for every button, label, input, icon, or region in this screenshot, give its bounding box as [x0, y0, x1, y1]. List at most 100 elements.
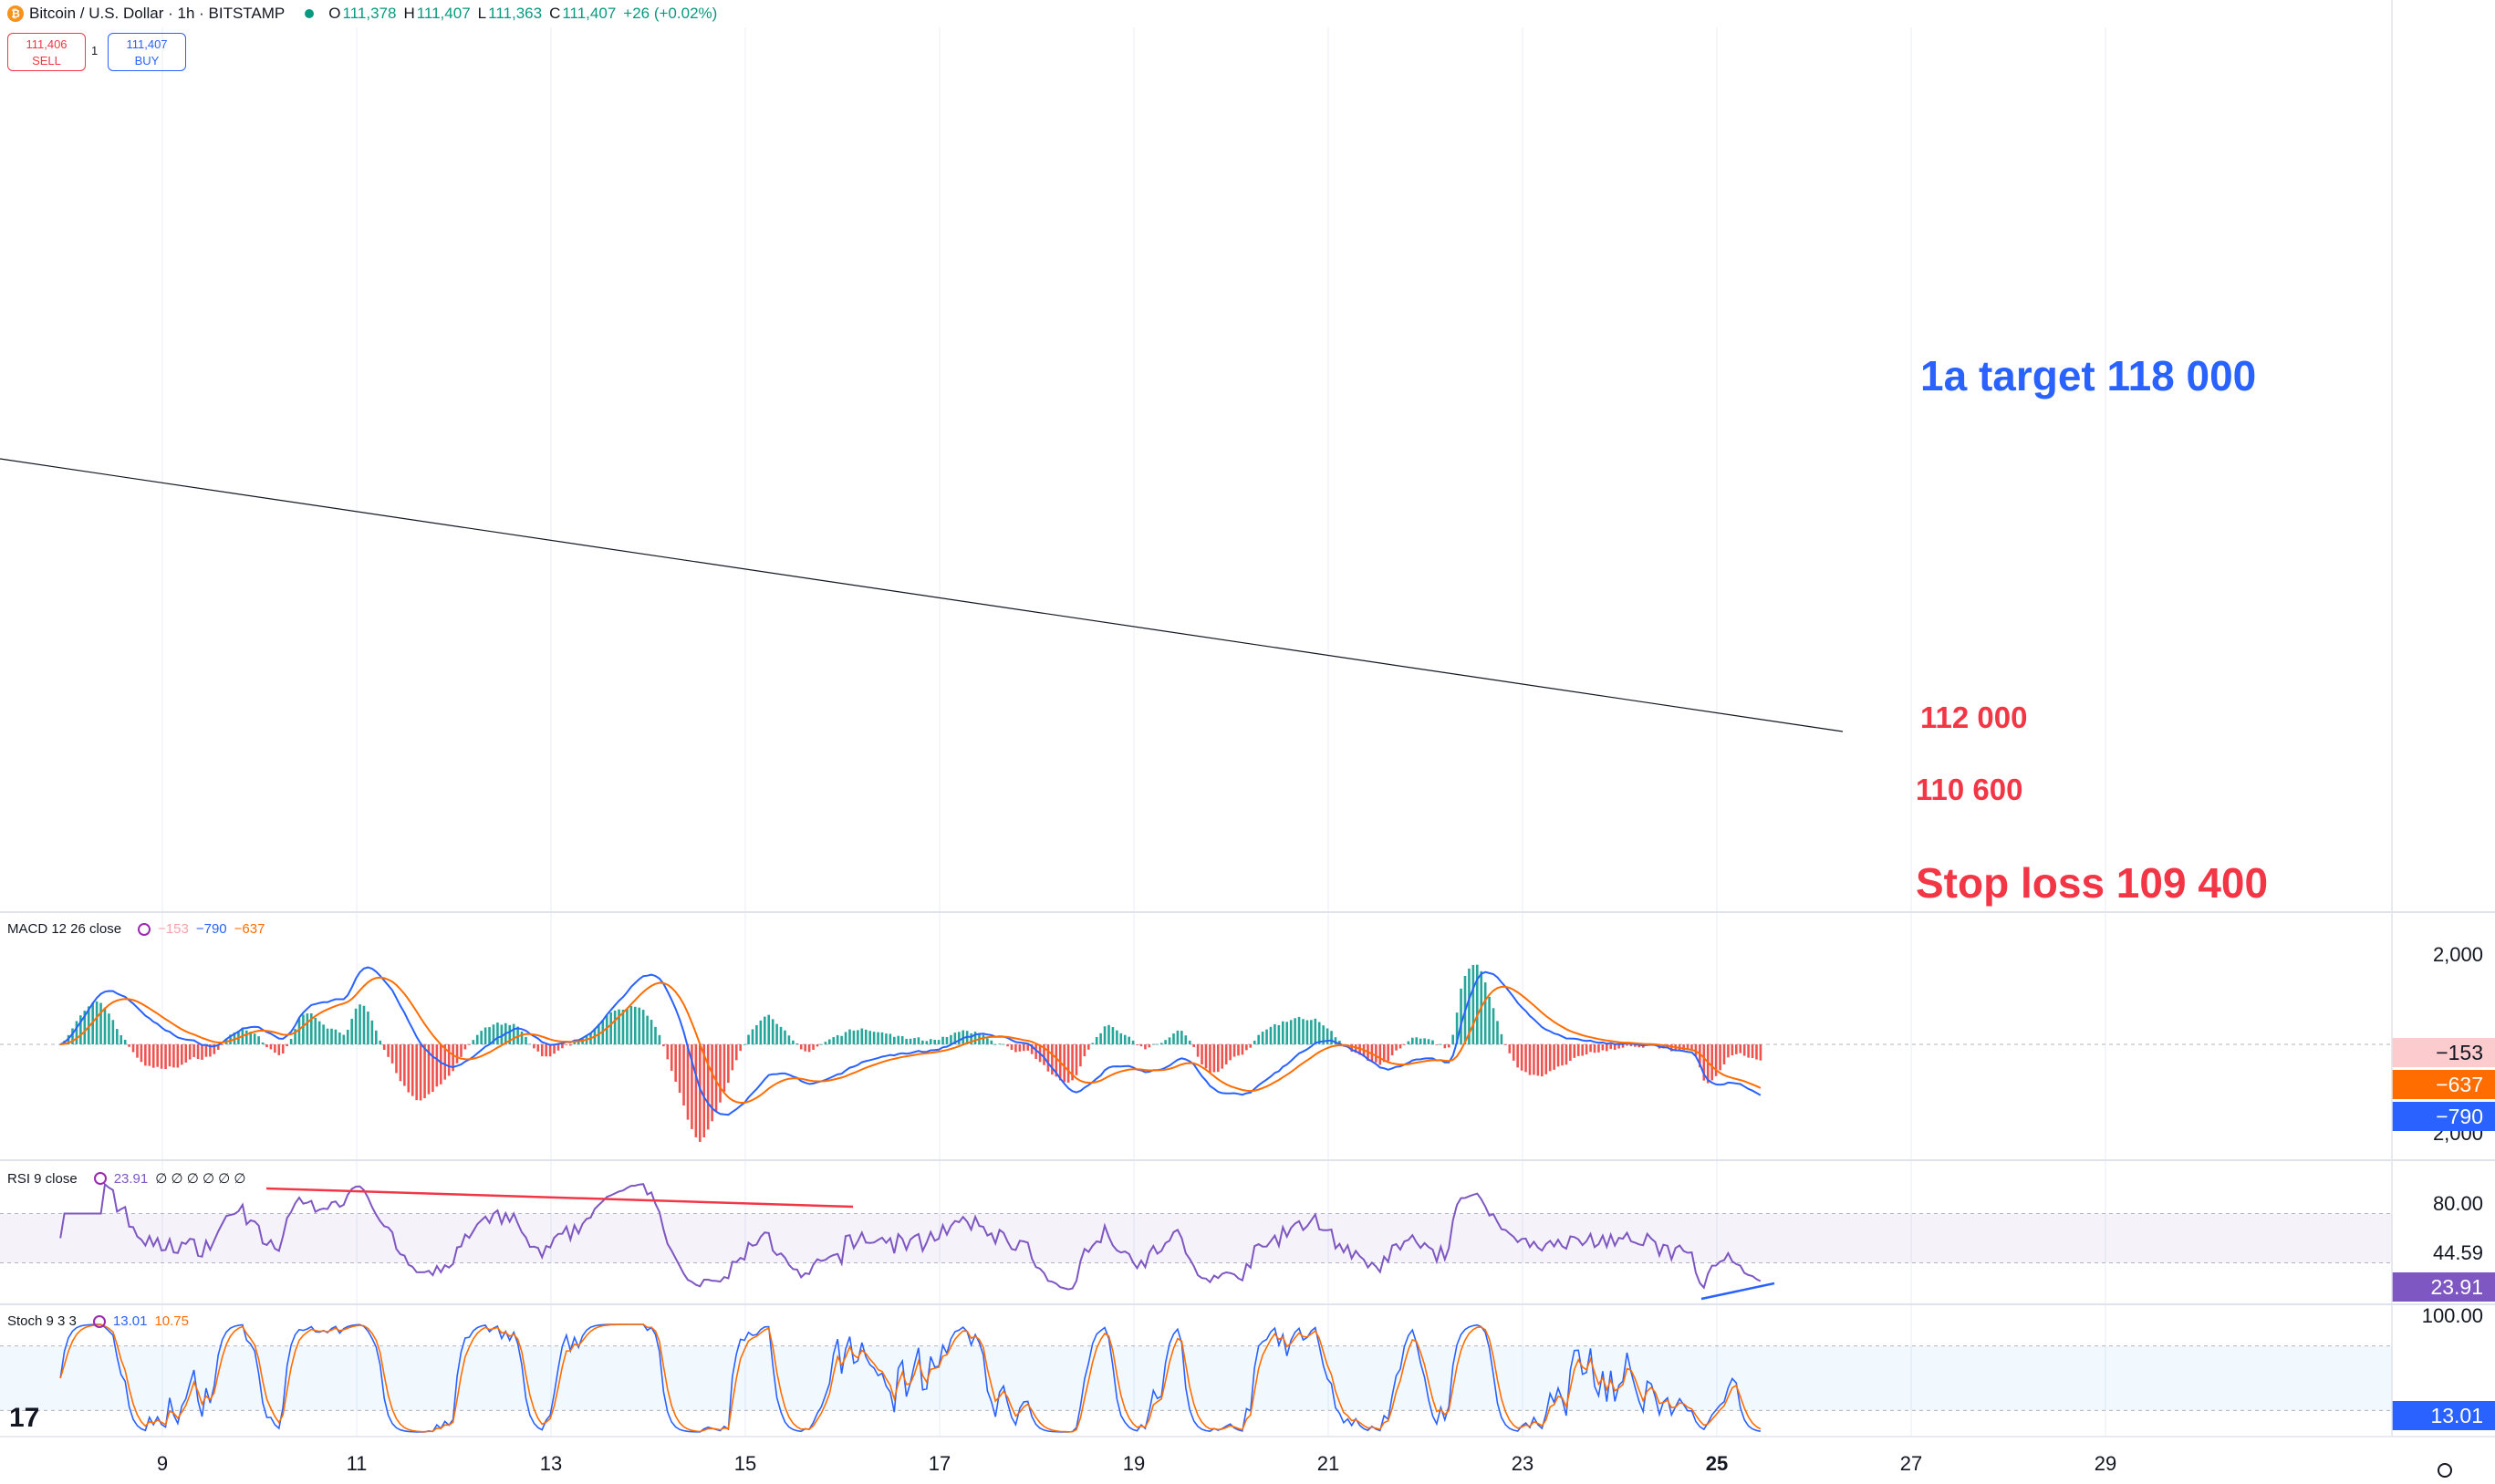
- macd-histogram-bar: [1322, 1025, 1325, 1044]
- macd-histogram-bar: [253, 1033, 256, 1044]
- macd-histogram-bar: [1184, 1035, 1188, 1044]
- macd-histogram-bar: [787, 1035, 791, 1044]
- macd-histogram-bar: [909, 1038, 912, 1044]
- macd-histogram-bar: [784, 1030, 786, 1044]
- macd-histogram-bar: [1637, 1044, 1641, 1048]
- macd-histogram-bar: [120, 1035, 123, 1044]
- macd-histogram-bar: [893, 1036, 896, 1044]
- macd-histogram-bar: [1232, 1044, 1236, 1057]
- time-tick: 19: [1123, 1452, 1145, 1475]
- macd-histogram-bar: [1201, 1044, 1203, 1065]
- macd-histogram-bar: [654, 1026, 657, 1044]
- visibility-icon[interactable]: [138, 922, 151, 936]
- macd-histogram-bar: [1634, 1044, 1637, 1047]
- symbol-title[interactable]: Bitcoin / U.S. Dollar · 1h · BITSTAMP: [29, 5, 286, 22]
- macd-histogram-bar: [229, 1034, 232, 1044]
- macd-histogram-bar: [403, 1044, 406, 1086]
- macd-histogram-bar: [1398, 1044, 1402, 1049]
- macd-histogram-bar: [1188, 1040, 1191, 1044]
- annotations: 1a target 118 000 112 000 110 600 Stop loss…: [1916, 352, 2268, 907]
- visibility-icon[interactable]: [92, 1314, 106, 1328]
- macd-histogram-bar: [1257, 1034, 1260, 1044]
- macd-histogram-bar: [452, 1044, 454, 1072]
- macd-histogram-bar: [431, 1044, 434, 1093]
- macd-histogram-bar: [116, 1029, 119, 1044]
- stoch-k-value: 13.01: [112, 1313, 148, 1329]
- macd-histogram-bar: [274, 1044, 276, 1053]
- macd-histogram-bar: [1014, 1044, 1017, 1053]
- macd-histogram-bar: [192, 1044, 195, 1057]
- macd-histogram-bar: [443, 1044, 447, 1080]
- macd-histogram-bar: [1455, 1012, 1459, 1044]
- macd-histogram-bar: [650, 1020, 653, 1044]
- macd-histogram-bar: [103, 1007, 107, 1044]
- macd-histogram-bar: [1314, 1018, 1317, 1044]
- macd-histogram-bar: [646, 1015, 649, 1044]
- target-label: 1a target 118 000: [1920, 352, 2256, 400]
- macd-histogram-bar: [500, 1024, 504, 1044]
- macd-histogram-bar: [561, 1044, 564, 1049]
- tradingview-logo-icon[interactable]: 17: [9, 1403, 40, 1433]
- macd-histogram-bar: [925, 1041, 929, 1044]
- macd-histogram-bar: [1285, 1022, 1289, 1044]
- macd-histogram-bar: [1123, 1034, 1127, 1044]
- stoch-legend[interactable]: Stoch 9 3 3 13.01 10.75: [7, 1313, 196, 1329]
- macd-histogram-bar: [807, 1044, 811, 1053]
- macd-histogram-bar: [528, 1043, 532, 1045]
- macd-histogram-bar: [1018, 1044, 1022, 1052]
- macd-histogram-bar: [674, 1044, 677, 1082]
- macd-histogram-bar: [913, 1038, 916, 1044]
- macd-histogram-value: −153: [158, 921, 189, 937]
- spread-value: 1: [91, 44, 99, 57]
- macd-histogram-bar: [670, 1044, 673, 1071]
- macd-histogram-bar: [553, 1044, 556, 1054]
- macd-histogram-bar: [512, 1023, 515, 1044]
- macd-histogram-bar: [1350, 1044, 1354, 1053]
- macd-histogram-bar: [1277, 1024, 1281, 1044]
- rsi-value: 23.91: [113, 1170, 149, 1187]
- macd-histogram-bar: [836, 1034, 839, 1044]
- rsi-axis-top: 80.00: [2433, 1192, 2483, 1215]
- macd-histogram-bar: [1440, 1043, 1442, 1045]
- macd-histogram-bar: [1269, 1026, 1273, 1044]
- macd-histogram-bar: [723, 1044, 726, 1092]
- macd-histogram-bar: [99, 1002, 102, 1044]
- macd-histogram-bar: [792, 1040, 795, 1044]
- macd-histogram-bar: [990, 1040, 993, 1044]
- rsi-pane: 80.00 44.59 23.91: [0, 1182, 2495, 1302]
- macd-histogram-bar: [213, 1044, 216, 1054]
- macd-histogram-bar: [682, 1044, 685, 1106]
- macd-histogram-bar: [1755, 1044, 1758, 1060]
- macd-histogram-bar: [367, 1012, 369, 1044]
- macd-histogram-bar: [958, 1032, 961, 1044]
- macd-histogram-bar: [201, 1044, 203, 1060]
- rsi-legend[interactable]: RSI 9 close 23.91 ∅ ∅ ∅ ∅ ∅ ∅: [7, 1170, 254, 1188]
- macd-histogram-bar: [1468, 968, 1471, 1044]
- macd-histogram-bar: [1722, 1044, 1726, 1064]
- macd-histogram-bar: [743, 1043, 746, 1045]
- macd-axis-top: 2,000: [2433, 943, 2483, 966]
- macd-histogram-bar: [1046, 1044, 1050, 1072]
- macd-histogram-bar: [508, 1024, 512, 1044]
- buy-label: BUY: [134, 54, 160, 67]
- macd-histogram-bar: [1415, 1037, 1419, 1044]
- stoch-band: [0, 1345, 2392, 1411]
- macd-histogram-bar: [204, 1044, 208, 1057]
- macd-histogram-bar: [1217, 1044, 1220, 1073]
- visibility-icon[interactable]: [93, 1172, 107, 1185]
- macd-histogram-bar: [1617, 1044, 1620, 1049]
- macd-histogram-bar: [156, 1044, 159, 1067]
- buy-button[interactable]: 111,407 BUY: [108, 33, 186, 71]
- macd-histogram-bar: [1079, 1044, 1082, 1067]
- macd-histogram-bar: [475, 1034, 479, 1044]
- macd-histogram-bar: [1063, 1044, 1066, 1083]
- sell-button[interactable]: 111,406 SELL: [7, 33, 86, 71]
- macd-histogram-bar: [172, 1044, 175, 1068]
- stoch-tag-label: 13.01: [2430, 1404, 2483, 1427]
- macd-legend[interactable]: MACD 12 26 close −153 −790 −637: [7, 921, 272, 937]
- macd-histogram-bar: [820, 1043, 823, 1045]
- trend-lines: [0, 458, 1844, 732]
- macd-histogram-bar: [1224, 1044, 1228, 1064]
- macd-histogram-bar: [468, 1044, 471, 1045]
